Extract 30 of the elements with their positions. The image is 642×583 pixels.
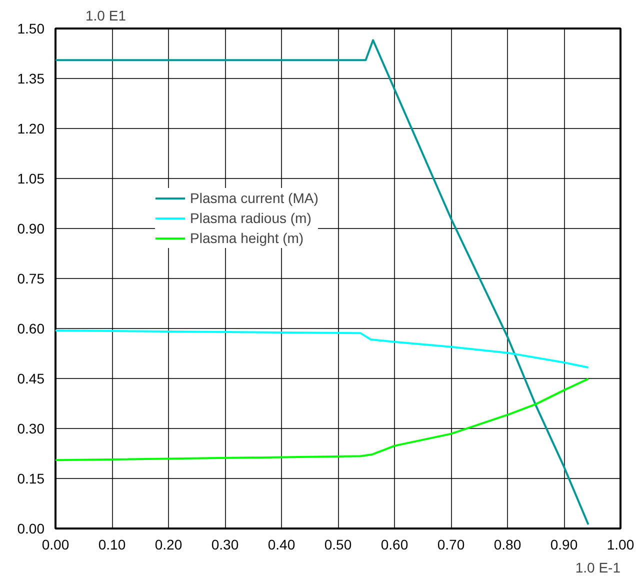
y-tick-label: 0.30 xyxy=(17,420,45,436)
y-tick-label: 0.15 xyxy=(17,470,45,486)
x-tick-label: 1.00 xyxy=(606,536,634,552)
x-tick-label: 0.90 xyxy=(550,536,578,552)
x-axis-title: 1.0 E-1 xyxy=(575,560,621,576)
line-series xyxy=(56,378,590,462)
y-tick-label: 0.45 xyxy=(17,370,45,386)
x-tick-label: 0.00 xyxy=(42,536,70,552)
x-tick-label: 0.60 xyxy=(380,536,408,552)
x-tick-label: 0.10 xyxy=(98,536,126,552)
x-tick-label: 0.80 xyxy=(494,536,522,552)
x-tick-label: 0.40 xyxy=(268,536,296,552)
y-tick-label: 1.20 xyxy=(17,120,45,136)
legend-label: Plasma height (m) xyxy=(190,230,304,246)
line-series xyxy=(56,39,590,526)
legend-label: Plasma radious (m) xyxy=(190,210,312,226)
legend-label: Plasma current (MA) xyxy=(190,190,318,206)
x-tick-label: 0.50 xyxy=(324,536,352,552)
y-tick-label: 0.90 xyxy=(17,220,45,236)
y-tick-label: 1.35 xyxy=(17,70,45,86)
y-tick-label: 0.00 xyxy=(17,520,45,536)
y-axis-title: 1.0 E1 xyxy=(86,8,126,24)
y-tick-label: 1.05 xyxy=(17,170,45,186)
line-series xyxy=(56,330,590,368)
x-tick-label: 0.20 xyxy=(154,536,182,552)
y-tick-label: 0.60 xyxy=(17,320,45,336)
x-tick-label: 0.70 xyxy=(437,536,465,552)
y-tick-label: 0.75 xyxy=(17,270,45,286)
y-tick-label: 1.50 xyxy=(17,20,45,36)
x-tick-label: 0.30 xyxy=(211,536,239,552)
